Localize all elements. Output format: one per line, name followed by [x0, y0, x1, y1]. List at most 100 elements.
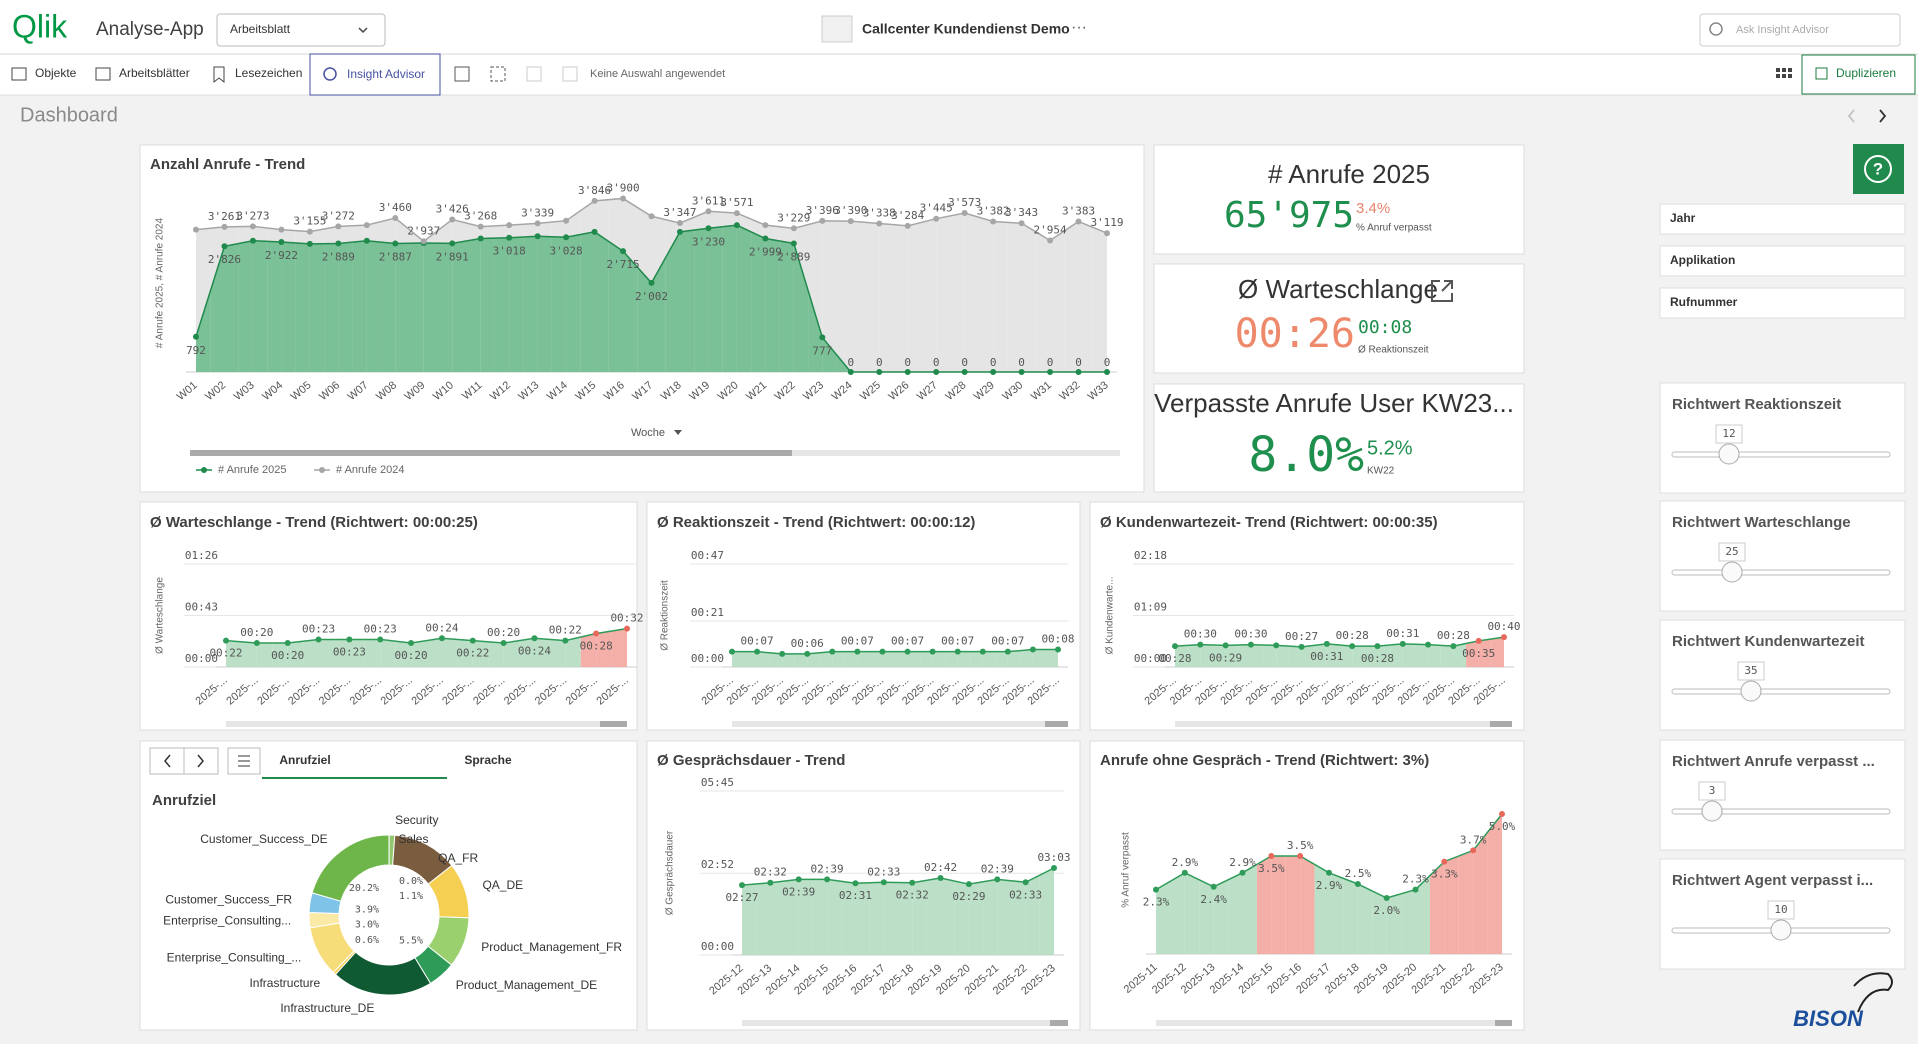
- x-axis-caret[interactable]: [674, 430, 682, 435]
- search-box[interactable]: [1699, 13, 1901, 47]
- area-band: [744, 651, 758, 667]
- data-label: 3'284: [891, 209, 924, 222]
- data-point: [506, 234, 513, 241]
- back-icon[interactable]: [526, 66, 542, 82]
- lasso-icon[interactable]: [454, 66, 470, 82]
- area-band: [978, 217, 994, 372]
- scrollbar-track: [1156, 1020, 1512, 1026]
- data-label: 00:22: [549, 624, 582, 637]
- slider-value-box: [1767, 900, 1795, 920]
- sheets-button[interactable]: Arbeitsblätter: [119, 66, 190, 80]
- area-band: [983, 879, 998, 955]
- data-point: [819, 334, 826, 341]
- area-band: [997, 879, 1012, 955]
- tab-next[interactable]: [183, 747, 219, 775]
- tab-prev[interactable]: [149, 747, 185, 775]
- data-point: [363, 237, 370, 244]
- data-point: [620, 248, 627, 255]
- data-label: 2'889: [322, 250, 355, 263]
- slider-label: Richtwert Warteschlange: [1672, 514, 1851, 531]
- area-band: [879, 223, 894, 372]
- data-point: [879, 648, 886, 655]
- pie-slice[interactable]: [311, 834, 390, 902]
- select-icon[interactable]: [490, 66, 506, 82]
- insight-advisor-tab[interactable]: [309, 53, 441, 96]
- area-band: [893, 224, 908, 372]
- slider-knob[interactable]: [1740, 680, 1762, 702]
- area-band: [798, 879, 813, 955]
- data-point: [306, 228, 313, 235]
- tab[interactable]: Sprache: [464, 753, 512, 767]
- brand-icon: [1853, 972, 1893, 1013]
- filter-box[interactable]: [1659, 287, 1906, 319]
- y-axis-title: Ø Warteschlange: [155, 577, 166, 654]
- area-band: [295, 242, 310, 372]
- area-band: [1011, 880, 1026, 955]
- data-label: 2'826: [208, 253, 241, 266]
- slider-knob[interactable]: [1718, 443, 1740, 465]
- area-band: [623, 251, 638, 372]
- data-label: 00:20: [240, 626, 273, 639]
- external-link-icon[interactable]: [1431, 280, 1453, 302]
- area-band: [1184, 872, 1200, 954]
- data-label: 0: [1047, 356, 1054, 369]
- data-label: 00:07: [941, 635, 974, 648]
- filter-box[interactable]: [1659, 245, 1906, 277]
- grid-icon[interactable]: [1776, 68, 1792, 78]
- bookmarks-button[interactable]: Lesezeichen: [235, 66, 302, 80]
- data-label: 00:23: [302, 622, 335, 635]
- kpi-delta-label: % Anruf verpasst: [1356, 223, 1432, 234]
- slider-knob[interactable]: [1701, 800, 1723, 822]
- data-point: [563, 217, 570, 224]
- data-label: 0: [1075, 356, 1082, 369]
- sheet-dropdown[interactable]: [216, 13, 386, 47]
- slider-knob[interactable]: [1721, 561, 1743, 583]
- line: [225, 627, 628, 644]
- objects-button[interactable]: Objekte: [35, 66, 77, 80]
- help-button[interactable]: [1853, 144, 1904, 194]
- area-band: [1402, 643, 1416, 667]
- data-point: [477, 223, 484, 230]
- scrollbar-thumb[interactable]: [1495, 1020, 1512, 1026]
- area-band: [926, 877, 941, 955]
- area-band: [1487, 814, 1502, 954]
- logo[interactable]: Qlik: [12, 8, 68, 44]
- scrollbar-thumb[interactable]: [600, 721, 627, 727]
- clear-icon[interactable]: [562, 66, 578, 82]
- scrollbar-thumb[interactable]: [190, 450, 792, 456]
- more-menu[interactable]: ···: [1071, 19, 1087, 36]
- scrollbar-thumb[interactable]: [1490, 721, 1512, 727]
- data-point: [909, 879, 916, 886]
- scrollbar-thumb[interactable]: [1045, 721, 1068, 727]
- area-band: [882, 651, 895, 667]
- y-axis-title: % Anruf verpasst: [1121, 832, 1132, 908]
- data-label: 0: [1018, 356, 1025, 369]
- area-band: [503, 640, 520, 667]
- area-band: [1007, 222, 1022, 372]
- tab[interactable]: Anrufziel: [279, 753, 330, 767]
- data-point: [990, 218, 997, 225]
- kpi-delta: 3.4%: [1356, 200, 1390, 217]
- slider-panel: [1659, 382, 1906, 494]
- slice-label: Product_Management_DE: [456, 978, 597, 992]
- prev-sheet[interactable]: [1848, 109, 1855, 123]
- data-label: 02:33: [867, 865, 900, 878]
- duplicate-button[interactable]: [1801, 54, 1916, 95]
- data-label: 3'343: [1005, 206, 1038, 219]
- data-point: [1441, 858, 1448, 865]
- area-band: [708, 226, 723, 372]
- filter-box[interactable]: [1659, 203, 1906, 235]
- slice-label: Customer_Success_DE: [200, 832, 327, 846]
- scrollbar-thumb[interactable]: [1050, 1020, 1068, 1026]
- next-sheet[interactable]: [1879, 109, 1887, 123]
- area-band: [395, 243, 410, 372]
- data-point: [306, 240, 313, 247]
- area-band: [1256, 856, 1272, 954]
- area-band: [210, 246, 225, 372]
- slider-knob[interactable]: [1770, 919, 1792, 941]
- data-point: [729, 648, 735, 655]
- area-band: [679, 230, 695, 372]
- data-label: 02:33: [1009, 888, 1042, 901]
- area-band: [1415, 875, 1430, 954]
- area-band: [534, 638, 550, 667]
